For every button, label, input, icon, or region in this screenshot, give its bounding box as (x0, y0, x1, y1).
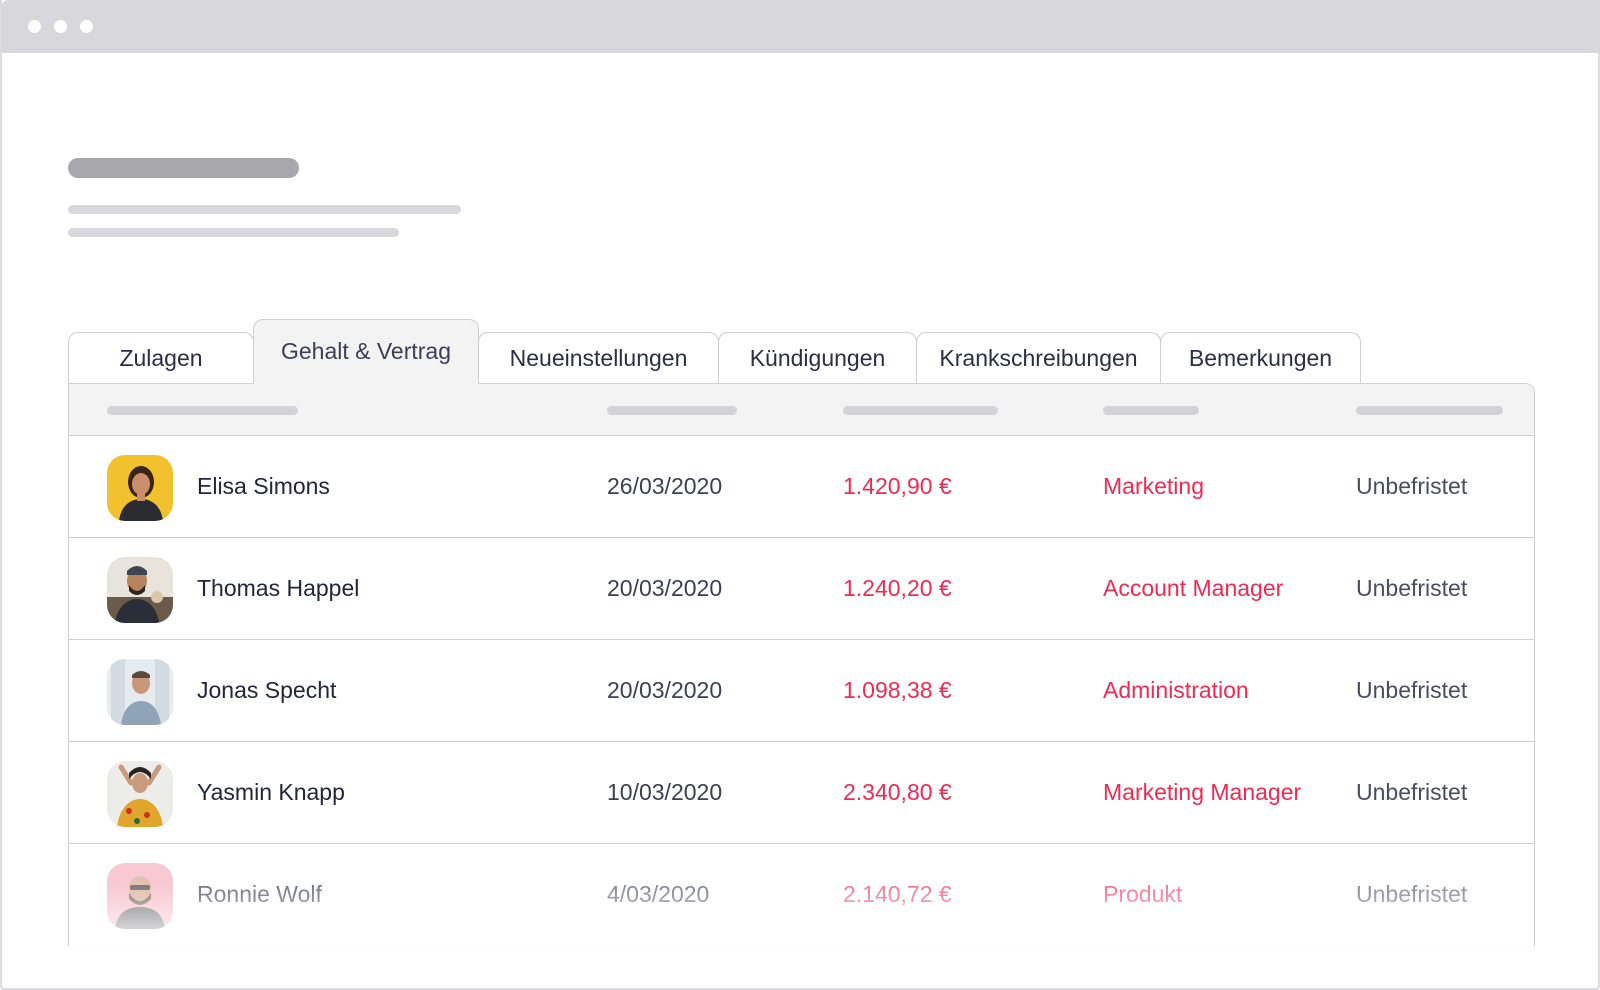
column-header-placeholder (1356, 406, 1503, 415)
start-date: 10/03/2020 (607, 779, 723, 805)
department: Account Manager (1103, 575, 1284, 601)
window-control-dot[interactable] (28, 20, 41, 33)
window-control-dot[interactable] (80, 20, 93, 33)
avatar (107, 659, 173, 725)
column-header-placeholder (107, 406, 298, 415)
start-date: 20/03/2020 (607, 677, 723, 703)
window-titlebar (2, 0, 1600, 53)
avatar-man-beard-icon (107, 557, 173, 623)
table-fade-overlay (69, 886, 1534, 946)
salary: 1.098,38 € (843, 677, 952, 703)
employee-name: Yasmin Knapp (197, 779, 345, 805)
table-row[interactable]: Elisa Simons 26/03/2020 1.420,90 € Marke… (69, 436, 1534, 538)
column-header-placeholder (843, 406, 998, 415)
avatar-man-grey-icon (107, 659, 173, 725)
tab-krankschreibungen[interactable]: Krankschreibungen (916, 332, 1161, 384)
avatar (107, 557, 173, 623)
column-header-placeholder (607, 406, 737, 415)
salary: 1.240,20 € (843, 575, 952, 601)
department: Marketing (1103, 473, 1204, 499)
tab-bar: Zulagen Gehalt & Vertrag Neueinstellunge… (68, 318, 1368, 384)
table-row[interactable]: Thomas Happel 20/03/2020 1.240,20 € Acco… (69, 538, 1534, 640)
department: Administration (1103, 677, 1249, 703)
salary: 1.420,90 € (843, 473, 952, 499)
avatar-woman-yellow-icon (107, 455, 173, 521)
start-date: 26/03/2020 (607, 473, 723, 499)
window-control-dot[interactable] (54, 20, 67, 33)
table-header (69, 384, 1534, 436)
tab-zulagen[interactable]: Zulagen (68, 332, 254, 384)
employee-name: Jonas Specht (197, 677, 337, 703)
contract-type: Unbefristet (1356, 677, 1468, 703)
table-row[interactable]: Jonas Specht 20/03/2020 1.098,38 € Admin… (69, 640, 1534, 742)
salary: 2.340,80 € (843, 779, 952, 805)
avatar-woman-floral-icon (107, 761, 173, 827)
start-date: 20/03/2020 (607, 575, 723, 601)
table-row[interactable]: Yasmin Knapp 10/03/2020 2.340,80 € Marke… (69, 742, 1534, 844)
employee-table: Elisa Simons 26/03/2020 1.420,90 € Marke… (68, 383, 1535, 946)
contract-type: Unbefristet (1356, 473, 1468, 499)
avatar (107, 455, 173, 521)
page-subtitle-placeholder (68, 228, 399, 237)
tab-neueinstellungen[interactable]: Neueinstellungen (478, 332, 719, 384)
tab-kuendigungen[interactable]: Kündigungen (718, 332, 917, 384)
employee-name: Thomas Happel (197, 575, 360, 601)
employee-name: Elisa Simons (197, 473, 330, 499)
contract-type: Unbefristet (1356, 575, 1468, 601)
column-header-placeholder (1103, 406, 1199, 415)
tab-gehalt-vertrag[interactable]: Gehalt & Vertrag (253, 319, 479, 384)
avatar (107, 761, 173, 827)
department: Marketing Manager (1103, 779, 1302, 805)
page-subtitle-placeholder (68, 205, 461, 214)
contract-type: Unbefristet (1356, 779, 1468, 805)
tab-bemerkungen[interactable]: Bemerkungen (1160, 332, 1361, 384)
page-title-placeholder (68, 158, 299, 178)
